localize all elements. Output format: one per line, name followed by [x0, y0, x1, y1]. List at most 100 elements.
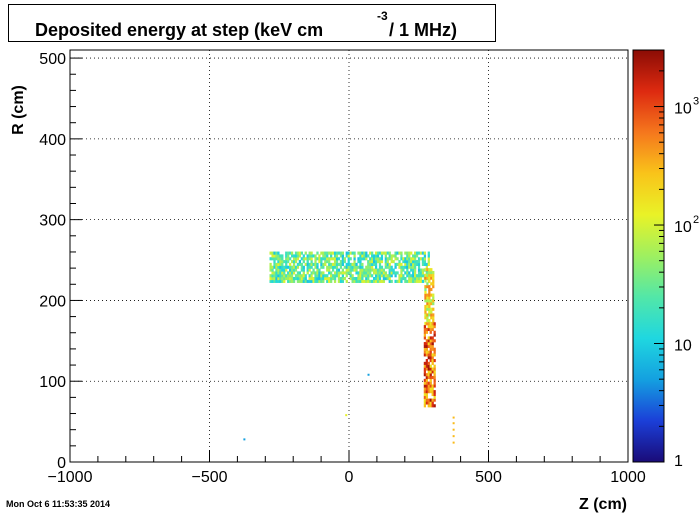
heatmap-cell: [326, 268, 329, 272]
heatmap-cell: [287, 271, 290, 275]
heatmap-cell: [428, 304, 431, 309]
heatmap-cell: [320, 274, 323, 278]
heatmap-cell: [314, 260, 317, 264]
x-tick-label: −500: [191, 469, 227, 486]
heatmap-cell: [290, 279, 294, 283]
heatmap-cell: [428, 290, 431, 294]
heatmap-cell: [365, 274, 368, 278]
heatmap-cell: [304, 277, 307, 281]
heatmap-cell: [365, 277, 368, 281]
heatmap-cell: [279, 268, 282, 272]
heatmap-cell: [357, 265, 360, 269]
heatmap-cell: [424, 287, 427, 292]
heatmap-cell: [328, 271, 331, 275]
heatmap-cell: [347, 271, 350, 275]
heatmap-cell: [388, 268, 391, 272]
heatmap-cell: [269, 262, 272, 266]
heatmap-cell: [433, 384, 436, 388]
heatmap-cell: [432, 302, 435, 306]
heatmap-cell: [363, 268, 366, 272]
heatmap-cell: [363, 257, 366, 261]
heatmap-cell: [431, 401, 434, 405]
heatmap-cell: [367, 271, 370, 275]
heatmap-cell: [429, 401, 432, 405]
heatmap-cell: [277, 257, 280, 261]
heatmap-cell: [374, 262, 378, 266]
heatmap-cell: [355, 279, 358, 283]
heatmap-cell: [318, 274, 321, 278]
heatmap-cell: [412, 257, 415, 261]
heatmap-cell: [271, 274, 274, 278]
heatmap-cell: [402, 274, 405, 278]
heatmap-cell: [372, 279, 376, 283]
heatmap-cell: [433, 395, 436, 399]
heatmap-cell: [339, 260, 343, 264]
heatmap-cell: [406, 257, 409, 261]
heatmap-cell: [304, 279, 307, 283]
heatmap-cell: [374, 254, 378, 258]
heatmap-cell: [324, 260, 327, 264]
heatmap-cell: [408, 279, 411, 283]
heatmap-cell: [330, 251, 333, 255]
heatmap-cell: [359, 254, 362, 258]
heatmap-cell: [378, 262, 382, 266]
heatmap-cell: [374, 260, 378, 264]
heatmap-cell: [345, 265, 348, 269]
heatmap-cell: [382, 277, 386, 281]
heatmap-cell: [431, 344, 434, 348]
heatmap-cell: [417, 262, 421, 266]
heatmap-cell: [431, 353, 434, 357]
heatmap-cell: [330, 257, 333, 261]
heatmap-cell: [316, 268, 319, 272]
heatmap-cell: [312, 271, 315, 275]
heatmap-cell: [316, 274, 319, 278]
heatmap-cell: [310, 262, 313, 266]
heatmap-cell: [312, 277, 315, 281]
heatmap-cell: [376, 271, 380, 275]
heatmap-cell: [302, 265, 305, 269]
heatmap-cell: [428, 279, 431, 283]
heatmap-cell: [281, 274, 284, 278]
heatmap-cell: [432, 296, 435, 300]
heatmap-cell: [424, 268, 427, 272]
heatmap-cell: [424, 310, 427, 314]
heatmap-cell: [425, 381, 428, 385]
heatmap-cell: [424, 290, 427, 294]
heatmap-cell: [283, 268, 286, 272]
heatmap-cell: [330, 277, 333, 281]
heatmap-cell: [398, 251, 401, 255]
heatmap-cell: [423, 392, 427, 397]
heatmap-cell: [427, 325, 430, 329]
heatmap-cell: [273, 260, 276, 264]
heatmap-cell: [424, 307, 427, 311]
heatmap-cell: [378, 279, 382, 283]
heatmap-cell: [271, 277, 274, 281]
heatmap-cell: [382, 274, 386, 278]
heatmap-cell: [318, 279, 321, 283]
heatmap-cell: [275, 277, 278, 281]
heatmap-cell: [322, 279, 325, 283]
heatmap-cell: [426, 268, 429, 272]
heatmap-cell: [390, 254, 393, 258]
heatmap-cell: [372, 271, 376, 275]
heatmap-cell: [294, 257, 298, 261]
heatmap-cell: [426, 285, 429, 289]
heatmap-cell: [324, 277, 327, 281]
heatmap-cell: [415, 277, 419, 281]
heatmap-cell: [423, 251, 427, 255]
heatmap-cell: [424, 276, 427, 280]
heatmap-cell: [347, 262, 350, 266]
heatmap-cell: [281, 260, 284, 264]
heatmap-cell: [367, 254, 370, 258]
heatmap-cell: [430, 276, 433, 280]
heatmap-point: [367, 373, 370, 376]
x-tick-label: 500: [475, 469, 502, 486]
heatmap-cell: [316, 279, 319, 283]
heatmap-cell: [386, 265, 389, 269]
heatmap-cell: [424, 293, 427, 297]
heatmap-cell: [432, 282, 435, 286]
heatmap-cell: [427, 254, 430, 258]
heatmap-cell: [414, 274, 417, 278]
heatmap-cell: [314, 254, 317, 258]
heatmap-cell: [429, 353, 432, 357]
